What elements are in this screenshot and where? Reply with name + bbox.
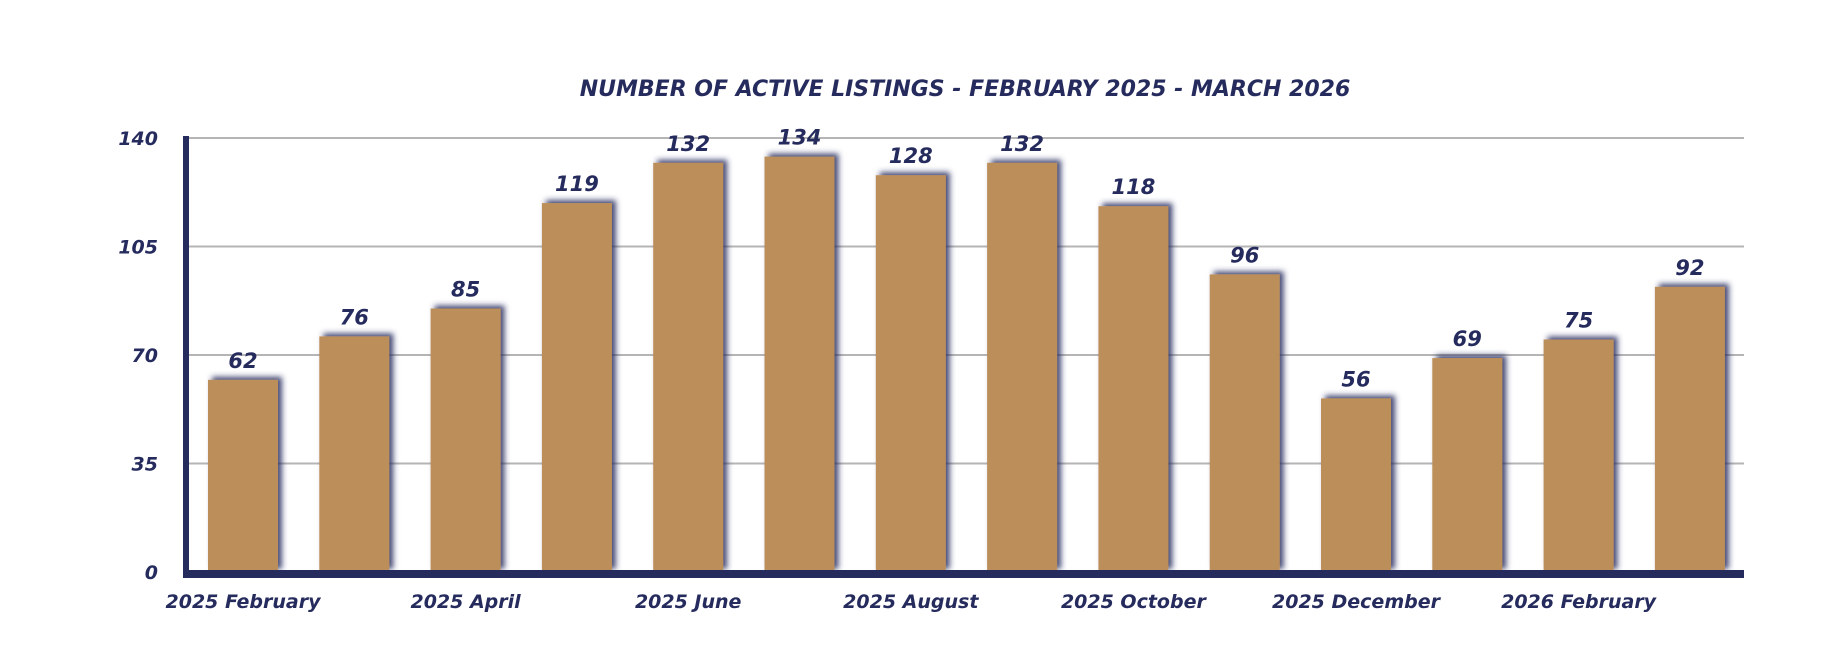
bar — [208, 379, 278, 572]
bar — [1432, 358, 1503, 572]
bar — [764, 156, 835, 572]
x-tick-label: 2025 April — [410, 591, 521, 613]
y-tick-label: 0 — [145, 562, 158, 584]
bar — [1321, 398, 1391, 572]
bar — [1209, 274, 1280, 572]
x-tick-label: 2025 December — [1272, 591, 1442, 613]
x-tick-label: 2025 June — [635, 591, 742, 613]
data-label: 134 — [778, 126, 822, 150]
y-tick-label: 105 — [118, 237, 158, 259]
y-tick-label: 70 — [132, 345, 158, 367]
bar — [541, 203, 612, 572]
data-label: 96 — [1230, 243, 1259, 267]
x-tick-label: 2025 August — [843, 591, 979, 613]
bar — [430, 308, 501, 572]
bar — [875, 175, 946, 572]
x-tick-label: 2025 October — [1061, 591, 1208, 613]
data-label: 75 — [1564, 309, 1593, 333]
bar — [653, 162, 724, 573]
x-tick-label: 2026 February — [1501, 591, 1658, 613]
data-label: 76 — [340, 305, 369, 329]
x-tick-label: 2025 February — [166, 591, 323, 613]
data-label: 132 — [666, 132, 710, 156]
data-label: 62 — [228, 349, 257, 373]
data-label: 92 — [1675, 256, 1704, 280]
bar — [319, 336, 390, 572]
data-label: 128 — [889, 144, 933, 168]
bar — [1543, 339, 1614, 572]
bar — [987, 162, 1058, 573]
data-label: 132 — [1000, 132, 1044, 156]
chart-title: NUMBER OF ACTIVE LISTINGS - FEBRUARY 202… — [580, 77, 1351, 102]
y-tick-label: 140 — [118, 128, 158, 150]
data-label: 69 — [1453, 327, 1482, 351]
y-tick-label: 35 — [132, 454, 158, 476]
data-label: 56 — [1341, 367, 1370, 391]
bar — [1098, 206, 1169, 572]
data-label: 85 — [451, 278, 480, 302]
data-label: 119 — [555, 172, 599, 196]
data-label: 118 — [1111, 175, 1155, 199]
bar — [1654, 286, 1725, 572]
